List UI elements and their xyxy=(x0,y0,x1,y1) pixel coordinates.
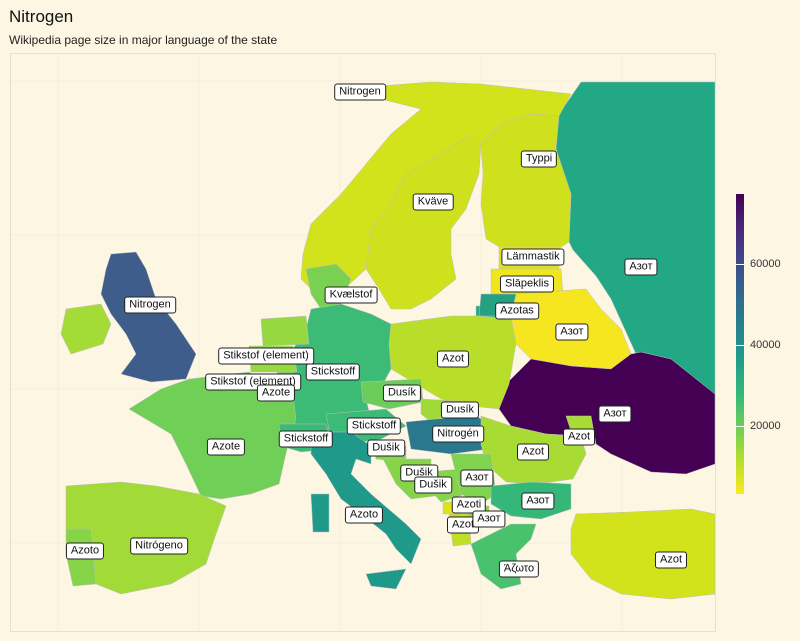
country-netherlands xyxy=(260,315,310,347)
country-label-poland: Azot xyxy=(436,350,470,368)
country-label-romania: Azot xyxy=(516,443,550,461)
country-label-latvia: Slāpeklis xyxy=(499,275,555,293)
country-label-bulgaria: Азот xyxy=(521,492,555,510)
country-label-north-macedonia: Азот xyxy=(472,510,506,528)
country-italy xyxy=(365,568,407,590)
country-label-luxembourg: Azote xyxy=(256,384,296,402)
country-label-bosnia-and-herzegovina: Dušik xyxy=(414,476,452,494)
country-finland xyxy=(480,113,572,255)
country-label-montenegro: Azot xyxy=(446,516,480,534)
country-label-moldova: Azot xyxy=(562,428,596,446)
colorbar-tickmark xyxy=(736,264,744,265)
colorbar-legend: 20000 40000 60000 xyxy=(736,194,796,496)
map-panel: Nitrogen Kväve Typpi Азот Lämmastik Slāpeklis… xyxy=(10,53,716,632)
country-label-denmark: Kvælstof xyxy=(324,286,378,304)
country-label-netherlands: Stikstof (element) xyxy=(218,347,314,365)
country-label-united-kingdom: Nitrogen xyxy=(124,296,176,314)
colorbar-tick-label: 60000 xyxy=(750,258,781,270)
colorbar-tickmark xyxy=(736,426,744,427)
country-label-turkey: Azot xyxy=(654,551,688,569)
country-greece xyxy=(470,523,537,590)
country-label-ukraine: Азот xyxy=(598,405,632,423)
country-label-germany: Stickstoff xyxy=(305,363,361,381)
country-label-finland: Typpi xyxy=(520,150,558,168)
country-label-sweden: Kväve xyxy=(412,193,454,211)
country-label-norway: Nitrogen xyxy=(334,83,386,101)
country-italy xyxy=(310,493,330,533)
map-subtitle: Wikipedia page size in major language of… xyxy=(9,33,278,47)
country-italy xyxy=(310,431,422,565)
country-label-france: Azote xyxy=(206,438,246,456)
colorbar-tickmark xyxy=(736,345,744,346)
country-label-slovakia: Dusík xyxy=(440,401,480,419)
country-label-slovenia: Dušik xyxy=(367,439,405,457)
country-label-czechia: Dusík xyxy=(382,384,422,402)
country-label-estonia: Lämmastik xyxy=(501,248,565,266)
country-label-albania: Azoti xyxy=(451,496,487,514)
country-label-switzerland: Stickstoff xyxy=(278,430,334,448)
country-label-italy: Azoto xyxy=(344,506,384,524)
country-label-belarus: Азот xyxy=(555,323,589,341)
country-label-lithuania: Azotas xyxy=(495,302,539,320)
map-title: Nitrogen xyxy=(9,7,74,26)
country-label-hungary: Nitrogén xyxy=(432,425,484,443)
country-label-portugal: Azoto xyxy=(65,542,105,560)
country-label-serbia: Азот xyxy=(460,469,494,487)
country-united-kingdom xyxy=(100,251,197,383)
country-label-russia: Азот xyxy=(624,258,658,276)
colorbar-gradient xyxy=(736,194,744,494)
europe-map xyxy=(11,54,715,631)
colorbar-tick-label: 20000 xyxy=(750,420,781,432)
country-ireland xyxy=(60,303,112,355)
country-label-austria: Stickstoff xyxy=(346,417,402,435)
country-turkey xyxy=(570,508,715,600)
colorbar-tick-label: 40000 xyxy=(750,339,781,351)
country-label-greece: Άζωτο xyxy=(498,560,540,578)
country-sweden xyxy=(365,133,482,310)
country-label-spain: Nitrógeno xyxy=(130,537,188,555)
